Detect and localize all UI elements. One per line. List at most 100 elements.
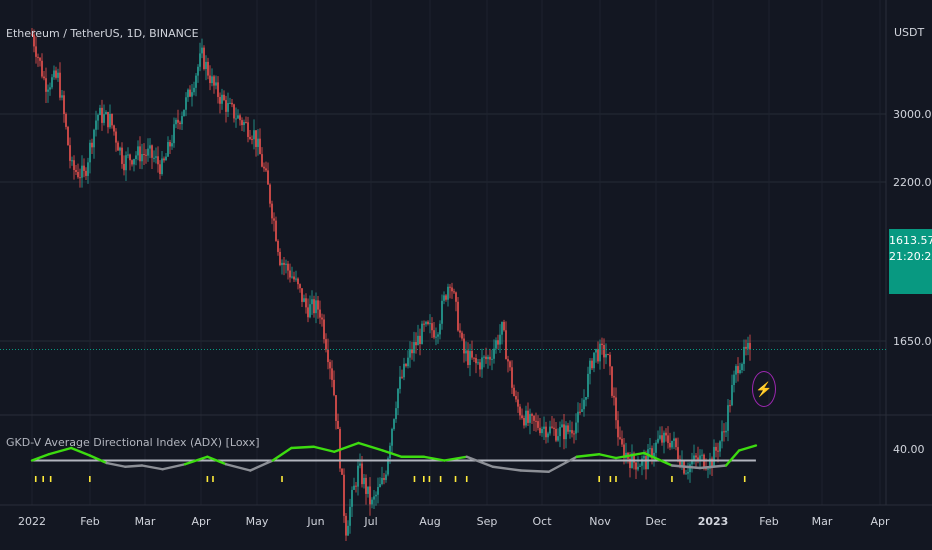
candle-body (399, 376, 401, 389)
candle-body (665, 432, 667, 436)
candle-body (669, 442, 671, 448)
candle-body (485, 356, 487, 360)
lightning-bolt-icon[interactable]: ⚡ (752, 371, 776, 407)
indicator-title[interactable]: GKD-V Average Directional Index (ADX) [L… (6, 436, 260, 449)
candle-body (723, 431, 725, 433)
candle-body (737, 366, 739, 374)
candle-body (699, 455, 701, 460)
candle-body (189, 89, 191, 97)
candle-body (113, 125, 115, 132)
candle-body (153, 157, 155, 159)
candle-body (595, 348, 597, 353)
candle-body (75, 169, 77, 172)
candle-body (145, 154, 147, 156)
candle-body (443, 295, 445, 301)
candle-body (607, 354, 609, 356)
candle-body (527, 410, 529, 423)
adx-line-segment (575, 453, 601, 458)
candle-body (319, 309, 321, 318)
candle-body (303, 298, 305, 302)
candle-body (653, 452, 655, 459)
candle-body (363, 477, 365, 485)
candle-body (291, 276, 293, 278)
candle-body (469, 351, 471, 365)
candle-body (749, 342, 751, 350)
adx-line-segment (614, 451, 646, 460)
candle-body (185, 97, 187, 110)
adx-line-segment (381, 449, 403, 458)
symbol-title[interactable]: Ethereum / TetherUS, 1D, BINANCE (6, 27, 199, 40)
candle-body (165, 156, 167, 161)
candle-body (509, 361, 511, 368)
candle-body (377, 487, 379, 495)
candle-body (439, 323, 441, 335)
candle-body (513, 387, 515, 397)
candle-body (403, 363, 405, 378)
candle-body (237, 115, 239, 119)
adx-line-segment (140, 464, 164, 471)
candle-body (355, 485, 357, 487)
candle-body (47, 89, 49, 92)
signal-marker (439, 476, 442, 482)
candle-body (167, 142, 169, 157)
candle-body (181, 116, 183, 125)
candle-body (31, 34, 33, 36)
candle-body (367, 486, 369, 494)
candle-body (337, 420, 339, 429)
candle-body (149, 145, 151, 149)
candle-body (563, 424, 565, 440)
candle-body (539, 427, 541, 434)
candle-body (199, 53, 201, 67)
candle-body (241, 120, 243, 126)
candle-body (459, 330, 461, 333)
candle-body (515, 396, 517, 400)
signal-marker (42, 476, 44, 482)
adx-line-segment (290, 445, 315, 450)
candle-body (667, 435, 669, 443)
time-axis-tick: Jul (364, 515, 378, 528)
candle-body (283, 262, 285, 265)
candle-body (297, 278, 299, 285)
adx-line-segment (642, 451, 674, 467)
candle-body (223, 94, 225, 101)
candle-body (409, 349, 411, 358)
candle-body (187, 89, 189, 98)
candle-body (561, 424, 563, 428)
candle-body (641, 458, 643, 466)
candle-body (507, 359, 509, 362)
candle-body (579, 411, 581, 413)
candle-body (505, 330, 507, 360)
candle-body (497, 340, 499, 345)
candle-body (385, 474, 387, 480)
candle-body (201, 47, 203, 54)
candle-body (711, 458, 713, 467)
signal-marker (615, 476, 617, 482)
candle-body (311, 299, 313, 305)
candle-body (721, 431, 723, 442)
candle-body (577, 411, 579, 423)
candle-body (659, 435, 661, 439)
candle-body (657, 438, 659, 443)
candle-body (565, 425, 567, 440)
candle-body (155, 156, 157, 158)
candle-body (719, 441, 721, 452)
candle-body (323, 319, 325, 340)
signal-marker (609, 476, 612, 482)
candle-body (255, 130, 257, 147)
candle-body (243, 122, 245, 126)
candle-body (619, 437, 621, 439)
candle-body (587, 373, 589, 398)
candle-body (41, 60, 43, 77)
candle-body (217, 82, 219, 97)
candle-body (231, 102, 233, 105)
candle-body (357, 465, 359, 487)
adx-line-segment (183, 455, 209, 466)
time-axis-tick: Aug (419, 515, 441, 528)
candle-body (91, 142, 93, 148)
candle-body (405, 363, 407, 367)
candle-body (535, 420, 537, 422)
candle-body (511, 367, 513, 388)
candle-body (171, 143, 173, 147)
candle-body (49, 87, 51, 90)
